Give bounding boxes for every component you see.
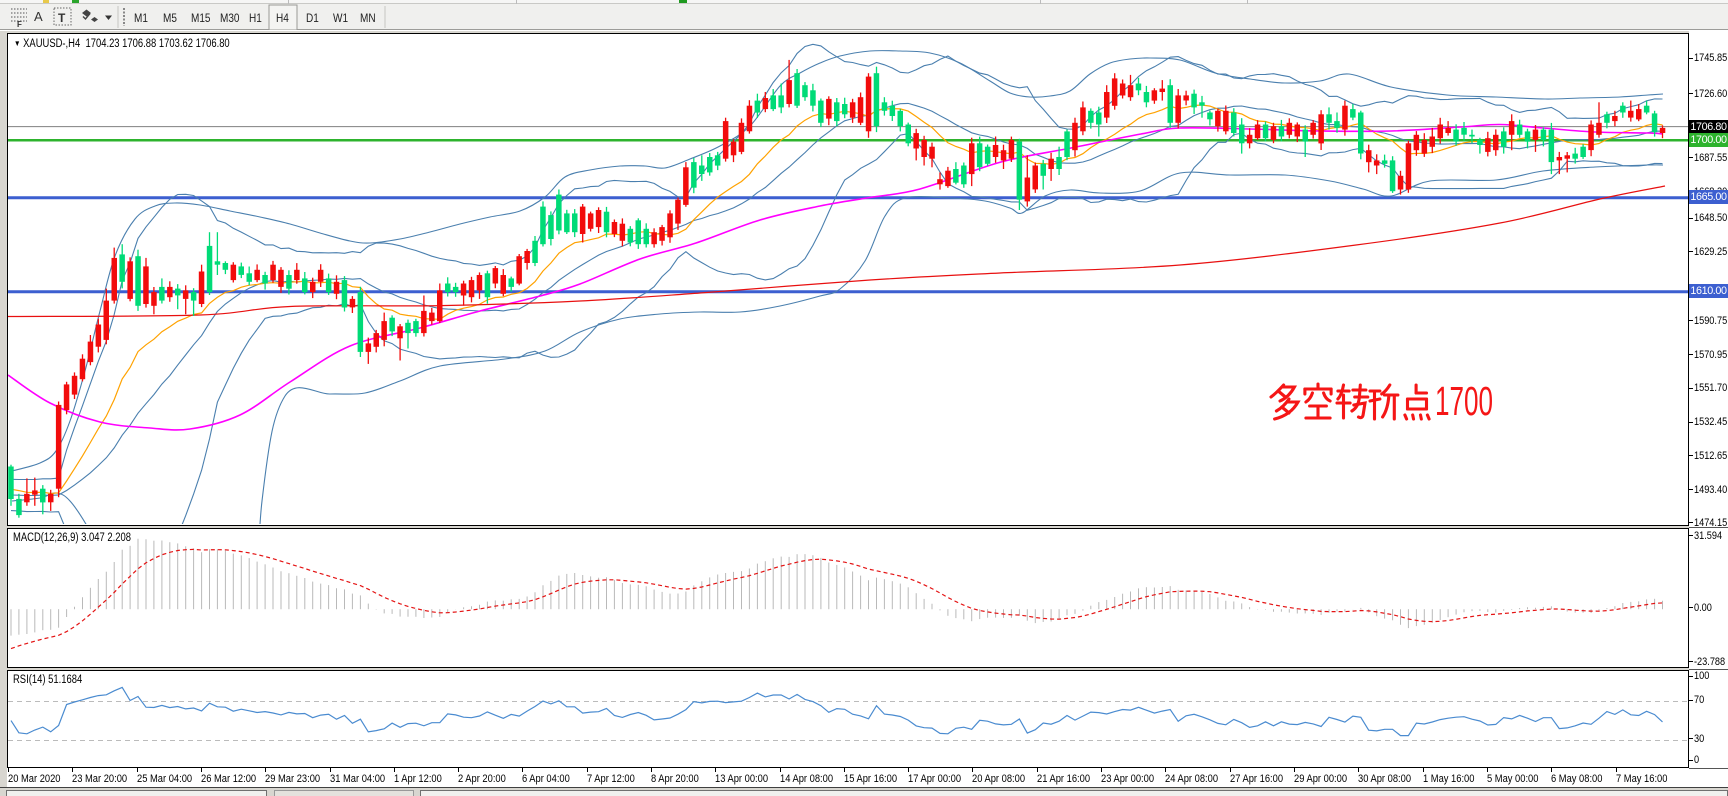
svg-text:T: T xyxy=(58,11,66,25)
svg-text:A: A xyxy=(34,9,43,24)
svg-text:1700: 1700 xyxy=(1435,378,1493,424)
svg-text:F: F xyxy=(17,20,22,29)
